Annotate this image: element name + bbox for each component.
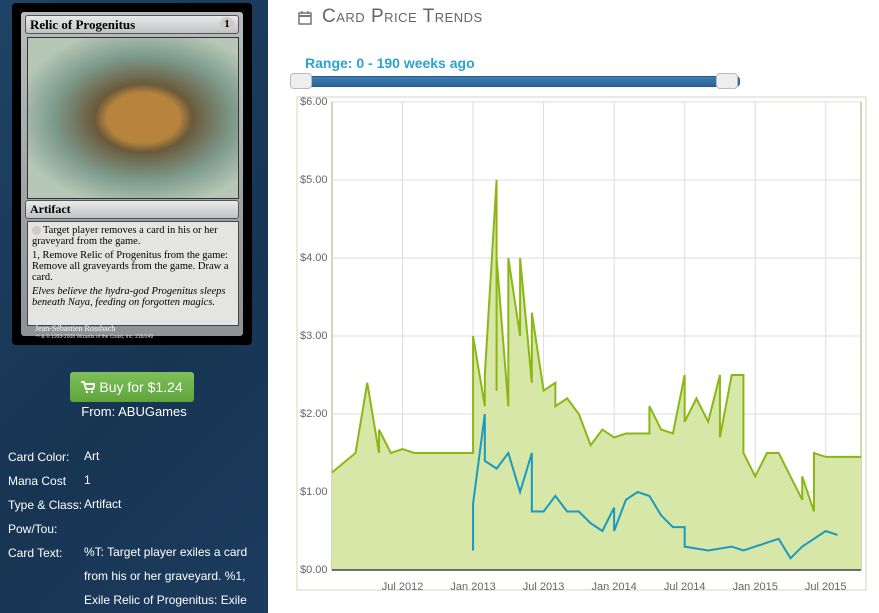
x-tick-label: Jan 2013 xyxy=(450,581,495,593)
range-label: Range: 0 - 190 weeks ago xyxy=(305,55,475,71)
card-flavor: Elves believe the hydra-god Progenitus s… xyxy=(32,286,226,308)
card-rule: Target player removes a card in his or h… xyxy=(32,225,234,247)
y-tick-label: $3.00 xyxy=(300,330,328,342)
y-tick-label: $0.00 xyxy=(300,564,328,576)
price-chart: $0.00 $1.00 $2.00 $3.00 $4.00 $5.00 $6.00 Jul 2… xyxy=(296,96,867,593)
slider-handle[interactable] xyxy=(716,73,738,89)
card-art xyxy=(27,37,239,199)
section-title: Card Price Trends xyxy=(322,6,483,27)
detail-label: Type & Class: xyxy=(8,498,83,512)
card-artist: Jean-Sébastien Rossbach xyxy=(35,324,116,333)
detail-value: Artifact xyxy=(84,497,122,511)
x-tick-label: Jan 2015 xyxy=(733,581,778,593)
y-tick-label: $6.00 xyxy=(300,96,328,108)
slider-handle[interactable] xyxy=(290,73,312,89)
sidebar: Relic of Progenitus 1 Artifact Target pla… xyxy=(0,0,268,613)
x-tick-label: Jul 2014 xyxy=(664,581,706,593)
buy-label: Buy for $1.24 xyxy=(99,379,183,395)
card-name: Relic of Progenitus xyxy=(30,17,136,32)
card-copyright: ™ & © 1993-2008 Wizards of the Coast, In… xyxy=(35,334,154,340)
detail-value: 1 xyxy=(84,473,91,487)
card-name-bar: Relic of Progenitus 1 xyxy=(25,15,239,34)
tap-symbol xyxy=(32,226,41,236)
detail-label: Card Color: xyxy=(8,450,70,464)
card-cost: 1 xyxy=(220,17,234,31)
card-frame: Relic of Progenitus 1 Artifact Target pla… xyxy=(21,12,243,340)
card-rule-text: Target player removes a card in his or h… xyxy=(32,225,218,247)
card-type: Artifact xyxy=(30,202,71,216)
card-textbox: Target player removes a card in his or h… xyxy=(27,221,239,326)
x-tick-label: Jul 2012 xyxy=(382,581,424,593)
x-tick-label: Jul 2013 xyxy=(523,581,565,593)
card-type-bar: Artifact xyxy=(25,200,239,219)
detail-value: Art xyxy=(84,449,100,463)
price-line xyxy=(331,179,861,512)
y-tick-label: $2.00 xyxy=(300,408,328,420)
detail-label: Card Text: xyxy=(8,546,63,560)
buy-source: From: ABUGames xyxy=(81,404,187,419)
price-line xyxy=(472,413,838,560)
x-tick-label: Jul 2015 xyxy=(805,581,847,593)
price-area xyxy=(332,180,861,570)
detail-label: Mana Cost xyxy=(8,474,67,488)
calendar-icon xyxy=(298,11,312,25)
cart-icon xyxy=(81,381,97,394)
detail-label: Pow/Tou: xyxy=(8,522,58,536)
x-tick-label: Jan 2014 xyxy=(592,581,637,593)
range-slider[interactable] xyxy=(290,76,740,87)
detail-value: %T: Target player exiles a card from his… xyxy=(84,545,248,607)
card-rule: 1, Remove Relic of Progenitus from the g… xyxy=(32,250,229,283)
y-tick-label: $5.00 xyxy=(300,174,328,186)
card-image: Relic of Progenitus 1 Artifact Target pla… xyxy=(12,3,252,345)
y-tick-label: $1.00 xyxy=(300,486,328,498)
buy-button[interactable]: Buy for $1.24 xyxy=(70,372,194,402)
y-tick-label: $4.00 xyxy=(300,252,328,264)
